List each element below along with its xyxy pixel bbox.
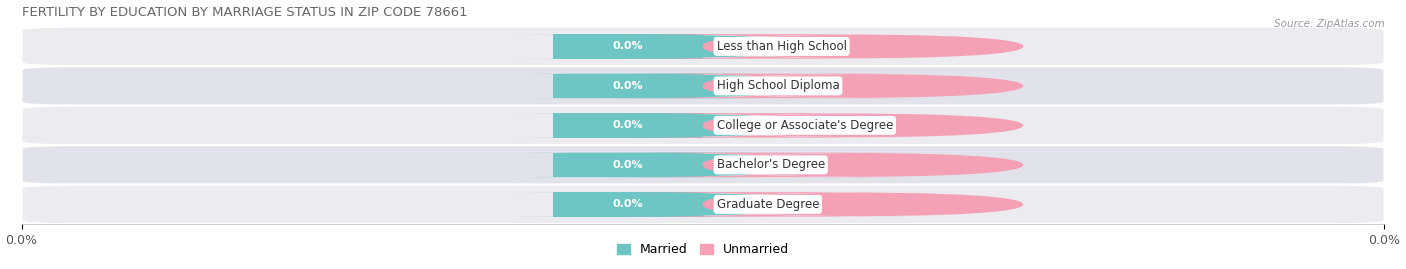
FancyBboxPatch shape [21,106,1385,145]
FancyBboxPatch shape [513,153,744,177]
Text: 0.0%: 0.0% [613,41,644,51]
Text: Graduate Degree: Graduate Degree [717,198,820,211]
Text: 0.0%: 0.0% [742,81,773,91]
FancyBboxPatch shape [703,153,1024,177]
Text: 0.0%: 0.0% [742,160,773,170]
FancyBboxPatch shape [703,192,1024,217]
Text: 0.0%: 0.0% [613,199,644,209]
FancyBboxPatch shape [21,185,1385,224]
FancyBboxPatch shape [513,113,744,138]
Text: 0.0%: 0.0% [613,121,644,130]
Bar [553,113,703,138]
Text: 0.0%: 0.0% [742,199,773,209]
Bar [553,74,703,98]
FancyBboxPatch shape [703,113,1024,138]
FancyBboxPatch shape [553,34,813,59]
Bar [553,192,703,217]
Text: 0.0%: 0.0% [613,81,644,91]
FancyBboxPatch shape [553,74,813,98]
FancyBboxPatch shape [621,34,893,59]
Text: FERTILITY BY EDUCATION BY MARRIAGE STATUS IN ZIP CODE 78661: FERTILITY BY EDUCATION BY MARRIAGE STATU… [21,6,467,19]
FancyBboxPatch shape [21,66,1385,106]
FancyBboxPatch shape [553,192,813,217]
Text: High School Diploma: High School Diploma [717,79,839,93]
FancyBboxPatch shape [703,34,1024,59]
FancyBboxPatch shape [553,113,813,138]
FancyBboxPatch shape [513,74,744,98]
Text: Bachelor's Degree: Bachelor's Degree [717,158,825,171]
FancyBboxPatch shape [621,192,893,217]
FancyBboxPatch shape [621,74,893,98]
FancyBboxPatch shape [553,153,813,177]
FancyBboxPatch shape [21,145,1385,185]
Text: Less than High School: Less than High School [717,40,846,53]
FancyBboxPatch shape [513,192,744,217]
Text: College or Associate's Degree: College or Associate's Degree [717,119,893,132]
Text: Source: ZipAtlas.com: Source: ZipAtlas.com [1274,19,1385,29]
Bar [553,153,703,177]
FancyBboxPatch shape [621,113,893,138]
Text: 0.0%: 0.0% [613,160,644,170]
Text: 0.0%: 0.0% [742,41,773,51]
Bar [553,34,703,59]
FancyBboxPatch shape [703,74,1024,98]
Text: 0.0%: 0.0% [742,121,773,130]
FancyBboxPatch shape [621,153,893,177]
FancyBboxPatch shape [513,34,744,59]
FancyBboxPatch shape [21,27,1385,66]
Legend: Married, Unmarried: Married, Unmarried [612,238,794,261]
